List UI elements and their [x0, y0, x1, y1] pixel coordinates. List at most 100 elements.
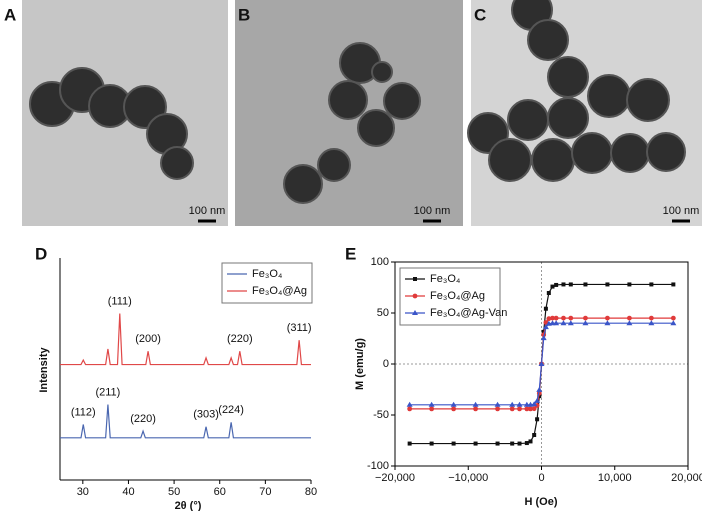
marker — [412, 310, 418, 315]
marker — [407, 406, 413, 412]
y-tick-label: -50 — [373, 409, 389, 421]
scale-bar-label: 100 nm — [663, 205, 700, 217]
marker — [627, 282, 632, 287]
x-tick-label: 20,000 — [671, 472, 702, 484]
marker — [604, 320, 611, 326]
peak-label: (220) — [130, 413, 156, 425]
panel-label: E — [345, 244, 356, 263]
x-tick-label: 60 — [214, 486, 226, 498]
legend-label: Fe₃O₄@Ag — [252, 285, 307, 297]
marker — [553, 315, 559, 321]
marker — [495, 441, 500, 446]
marker — [429, 441, 434, 446]
marker — [583, 315, 588, 321]
marker — [554, 282, 559, 287]
marker — [605, 282, 610, 287]
y-axis-title: Intensity — [38, 347, 50, 393]
marker — [543, 306, 548, 311]
legend-box — [221, 262, 313, 304]
marker — [428, 401, 435, 407]
peak-label: (224) — [218, 404, 244, 416]
marker — [535, 417, 540, 422]
tem-image-b — [235, 0, 463, 226]
series-line — [60, 313, 311, 366]
peak-label: (311) — [287, 322, 312, 334]
marker — [473, 441, 478, 446]
y-tick-label: -100 — [367, 460, 389, 472]
x-tick-label: 10,000 — [598, 472, 632, 484]
marker — [550, 284, 555, 289]
marker — [670, 315, 676, 321]
marker — [648, 315, 654, 321]
x-axis-title: H (Oe) — [525, 496, 558, 508]
legend-label: Fe₃O₄@Ag — [430, 290, 485, 302]
x-tick-label: 40 — [122, 486, 134, 498]
marker — [627, 315, 632, 321]
marker — [517, 441, 522, 446]
marker — [495, 406, 500, 412]
x-tick-label: −10,000 — [448, 472, 488, 484]
legend-label: Fe₃O₄@Ag-Van — [430, 307, 507, 319]
x-tick-label: 80 — [305, 486, 317, 498]
panel-label: B — [238, 5, 250, 24]
legend-label: Fe₃O₄ — [430, 273, 461, 285]
y-tick-label: 100 — [371, 256, 389, 268]
peak-label: (220) — [227, 333, 253, 345]
marker — [473, 406, 478, 412]
marker — [451, 406, 456, 412]
marker — [560, 320, 567, 326]
y-tick-label: 50 — [377, 307, 389, 319]
y-tick-label: 0 — [383, 358, 389, 370]
marker — [626, 320, 633, 326]
y-axis-title: M (emu/g) — [354, 338, 366, 390]
marker — [509, 401, 516, 407]
marker — [542, 324, 549, 330]
peak-label: (303) — [193, 409, 219, 421]
marker — [528, 439, 533, 444]
peak-label: (112) — [71, 406, 96, 418]
marker — [516, 401, 523, 407]
peak-label: (200) — [135, 333, 161, 345]
marker — [567, 320, 574, 326]
marker — [534, 397, 541, 403]
marker — [582, 320, 589, 326]
marker — [553, 320, 560, 326]
marker — [550, 315, 555, 321]
marker — [531, 406, 537, 412]
marker — [605, 315, 610, 321]
marker — [532, 432, 537, 437]
marker — [649, 282, 654, 287]
x-tick-label: 0 — [538, 472, 544, 484]
marker — [671, 282, 676, 287]
marker — [406, 401, 413, 407]
tem-image-a — [22, 0, 228, 226]
x-tick-label: 50 — [168, 486, 180, 498]
peak-label: (111) — [108, 295, 132, 307]
marker — [509, 406, 515, 412]
marker — [528, 406, 533, 412]
marker — [494, 401, 501, 407]
scale-bar-label: 100 nm — [414, 205, 451, 217]
marker — [568, 282, 573, 287]
marker — [546, 291, 551, 296]
marker — [450, 401, 457, 407]
marker — [536, 386, 543, 392]
marker — [546, 316, 552, 322]
marker — [429, 406, 435, 412]
marker — [538, 361, 545, 366]
tem-image-c — [467, 0, 702, 226]
peak-label: (211) — [95, 386, 120, 398]
x-tick-label: 70 — [259, 486, 271, 498]
x-tick-label: −20,000 — [375, 472, 415, 484]
marker — [561, 282, 566, 287]
marker — [561, 315, 566, 321]
x-tick-label: 30 — [77, 486, 89, 498]
marker — [472, 401, 479, 407]
marker — [407, 441, 412, 446]
marker — [648, 320, 655, 326]
panel-label: C — [474, 5, 486, 24]
marker — [583, 282, 588, 287]
marker — [524, 441, 529, 446]
marker — [413, 277, 417, 281]
